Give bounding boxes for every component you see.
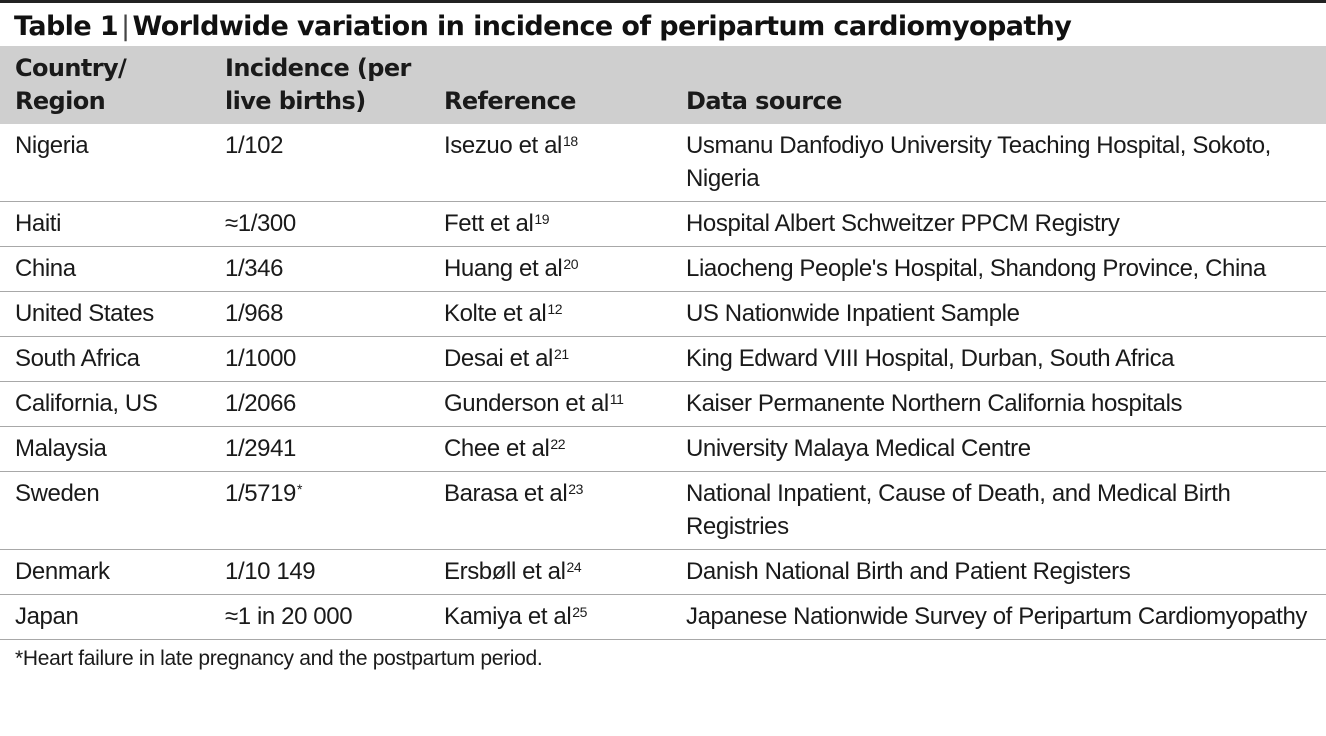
cell-reference: Desai et al21	[429, 336, 671, 382]
cell-incidence: 1/2941	[211, 426, 429, 472]
cell-incidence: 1/5719*	[211, 471, 429, 550]
cell-country: Haiti	[0, 201, 211, 247]
header-data-source: Data source	[671, 46, 1326, 124]
cell-country: China	[0, 246, 211, 292]
cell-incidence: 1/2066	[211, 381, 429, 427]
header-country: Country/Region	[0, 46, 211, 124]
cell-country: Japan	[0, 594, 211, 640]
cell-reference: Huang et al20	[429, 246, 671, 292]
cell-country: South Africa	[0, 336, 211, 382]
table-row: Denmark 1/10 149 Ersbøll et al24 Danish Nat…	[0, 549, 1326, 595]
cell-reference: Isezuo et al18	[429, 124, 671, 202]
cell-data-source: Danish National Birth and Patient Regist…	[671, 549, 1326, 595]
cell-country: Malaysia	[0, 426, 211, 472]
reference-number: 21	[554, 346, 569, 362]
table-row: Malaysia 1/2941 Chee et al22 University Mal…	[0, 426, 1326, 472]
cell-reference: Kolte et al12	[429, 291, 671, 337]
cell-incidence: 1/346	[211, 246, 429, 292]
table-row: United States 1/968 Kolte et al12 US Nation…	[0, 291, 1326, 337]
reference-number: 23	[568, 481, 584, 497]
cell-incidence: 1/10 149	[211, 549, 429, 595]
cell-country: Denmark	[0, 549, 211, 595]
cell-data-source: Liaocheng People's Hospital, Shandong Pr…	[671, 246, 1326, 292]
cell-country: United States	[0, 291, 211, 337]
cell-reference: Kamiya et al25	[429, 594, 671, 640]
table-row: Japan ≈1 in 20 000 Kamiya et al25 Japanese …	[0, 594, 1326, 640]
cell-reference: Barasa et al23	[429, 471, 671, 550]
table-row: California, US 1/2066 Gunderson et al11 Kai…	[0, 381, 1326, 427]
cell-country: California, US	[0, 381, 211, 427]
reference-number: 11	[609, 391, 624, 407]
cell-reference: Chee et al22	[429, 426, 671, 472]
cell-country: Sweden	[0, 471, 211, 550]
table-row: Haiti ≈1/300 Fett et al19 Hospital Albert S…	[0, 201, 1326, 247]
reference-number: 20	[563, 256, 579, 272]
reference-number: 22	[550, 436, 566, 452]
table-title: Table 1 | Worldwide variation in incidence…	[0, 0, 1326, 46]
cell-data-source: Hospital Albert Schweitzer PPCM Registry	[671, 201, 1326, 247]
reference-number: 18	[562, 133, 578, 149]
table-title-text: Worldwide variation in incidence of peri…	[132, 11, 1072, 42]
cell-data-source: University Malaya Medical Centre	[671, 426, 1326, 472]
reference-number: 25	[572, 604, 588, 620]
table-footnote: *Heart failure in late pregnancy and the…	[15, 647, 543, 670]
cell-reference: Ersbøll et al24	[429, 549, 671, 595]
cell-incidence: ≈1/300	[211, 201, 429, 247]
cell-data-source: Usmanu Danfodiyo University Teaching Hos…	[671, 124, 1326, 202]
cell-reference: Gunderson et al11	[429, 381, 671, 427]
cell-data-source: National Inpatient, Cause of Death, and …	[671, 471, 1326, 550]
reference-number: 19	[534, 211, 550, 227]
table-row: South Africa 1/1000 Desai et al21 King Edwa…	[0, 336, 1326, 382]
cell-incidence: 1/102	[211, 124, 429, 202]
header-incidence: Incidence (per live births)	[211, 46, 429, 124]
cell-incidence: 1/968	[211, 291, 429, 337]
cell-incidence: 1/1000	[211, 336, 429, 382]
incidence-table: Country/Region Incidence (per live births…	[0, 46, 1326, 640]
table-row: Nigeria 1/102 Isezuo et al18 Usmanu Danfodi…	[0, 124, 1326, 202]
table-body: Nigeria 1/102 Isezuo et al18 Usmanu Danfodi…	[0, 124, 1326, 640]
cell-incidence: ≈1 in 20 000	[211, 594, 429, 640]
incidence-footnote-mark: *	[297, 481, 303, 497]
cell-data-source: Kaiser Permanente Northern California ho…	[671, 381, 1326, 427]
cell-data-source: King Edward VIII Hospital, Durban, South…	[671, 336, 1326, 382]
table-label: Table 1	[14, 11, 119, 42]
cell-data-source: US Nationwide Inpatient Sample	[671, 291, 1326, 337]
reference-number: 12	[547, 301, 563, 317]
header-reference: Reference	[429, 46, 671, 124]
table-row: Sweden 1/5719* Barasa et al23 National Inpa…	[0, 471, 1326, 550]
cell-country: Nigeria	[0, 124, 211, 202]
table-row: China 1/346 Huang et al20 Liaocheng People'…	[0, 246, 1326, 292]
reference-number: 24	[566, 559, 582, 575]
header-row: Country/Region Incidence (per live births…	[0, 46, 1326, 124]
cell-reference: Fett et al19	[429, 201, 671, 247]
cell-data-source: Japanese Nationwide Survey of Peripartum…	[671, 594, 1326, 640]
title-separator: |	[121, 11, 130, 42]
